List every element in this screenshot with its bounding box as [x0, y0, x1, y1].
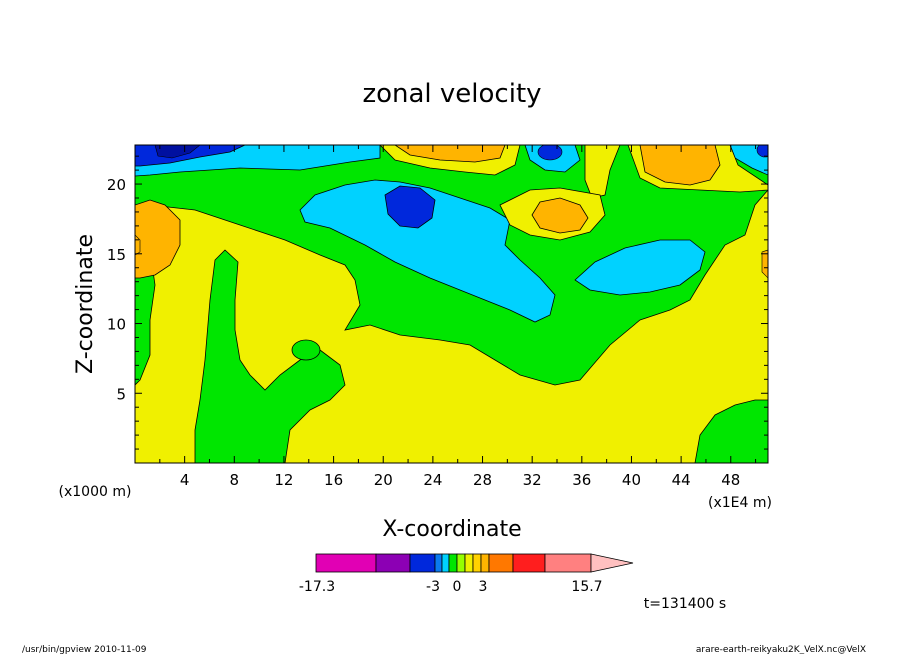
x-axis: 4 8 12 16 20 24 28 32 36 40 44 48: [159, 145, 757, 489]
region-green-plume: [194, 249, 346, 463]
y-axis: 5 10 15 20: [107, 155, 768, 450]
colorbar-label-max: 15.7: [571, 579, 602, 595]
contour-field: [135, 145, 768, 463]
colorbar-segment: [409, 553, 436, 573]
y-unit-note: (x1000 m): [59, 484, 132, 500]
region-blue-core: [384, 185, 436, 229]
region-darkblue-top: [154, 145, 201, 159]
colorbar-segment: [448, 553, 458, 573]
plot-frame: [134, 144, 769, 464]
region-cyan-right: [574, 239, 706, 296]
region-orange-left: [135, 199, 181, 279]
region-cyan-center: [299, 179, 556, 323]
chart-title: zonal velocity: [362, 79, 541, 109]
x-axis-label: X-coordinate: [382, 517, 521, 542]
y-axis-label: Z-coordinate: [73, 234, 98, 374]
colorbar-segment: [464, 553, 474, 573]
time-label: t=131400 s: [644, 596, 726, 612]
x-tick-label: 24: [423, 471, 442, 489]
colorbar-segment: [375, 553, 411, 573]
footer-right: arare-earth-reikyaku2K_VelX.nc@VelX: [696, 645, 866, 654]
region-orange-top-a: [394, 145, 506, 163]
x-tick-label: 12: [274, 471, 293, 489]
x-unit-note: (x1E4 m): [708, 495, 772, 511]
x-tick-label: 44: [672, 471, 691, 489]
colorbar: [315, 553, 634, 573]
region-yellow-top-b: [584, 145, 621, 199]
colorbar-extend-arrow: [590, 553, 634, 573]
colorbar-segment: [480, 553, 490, 573]
region-orange-edge: [761, 249, 768, 279]
y-tick-label: 15: [107, 246, 126, 264]
y-tick-label: 5: [116, 385, 126, 403]
region-blue-top-mid: [537, 145, 563, 161]
x-tick-label: 48: [721, 471, 740, 489]
region-orange-mid: [531, 197, 589, 234]
region-blue-top-right: [756, 145, 768, 158]
x-tick-label: 36: [572, 471, 591, 489]
colorbar-segment: [456, 553, 466, 573]
footer-left: /usr/bin/gpview 2010-11-09: [22, 645, 147, 654]
colorbar-segment: [512, 553, 546, 573]
colorbar-label-zero: 0: [453, 579, 462, 595]
colorbar-segment: [488, 553, 514, 573]
region-green-bottom-right: [694, 399, 768, 463]
x-tick-label: 8: [230, 471, 240, 489]
colorbar-segment: [434, 553, 443, 573]
y-tick-label: 20: [107, 176, 126, 194]
y-tick-label: 10: [107, 316, 126, 334]
colorbar-segment: [441, 553, 450, 573]
x-tick-label: 40: [622, 471, 641, 489]
region-green-small: [291, 339, 321, 361]
colorbar-label-min: -17.3: [299, 579, 335, 595]
region-orange-top-b: [639, 145, 721, 186]
colorbar-segment: [472, 553, 482, 573]
colorbar-label-neg3: -3: [426, 579, 440, 595]
x-tick-label: 16: [324, 471, 343, 489]
colorbar-segment: [544, 553, 592, 573]
colorbar-label-pos3: 3: [479, 579, 488, 595]
colorbar-segment: [315, 553, 377, 573]
x-tick-label: 4: [180, 471, 190, 489]
x-tick-label: 20: [374, 471, 393, 489]
x-tick-label: 28: [473, 471, 492, 489]
x-tick-label: 32: [523, 471, 542, 489]
